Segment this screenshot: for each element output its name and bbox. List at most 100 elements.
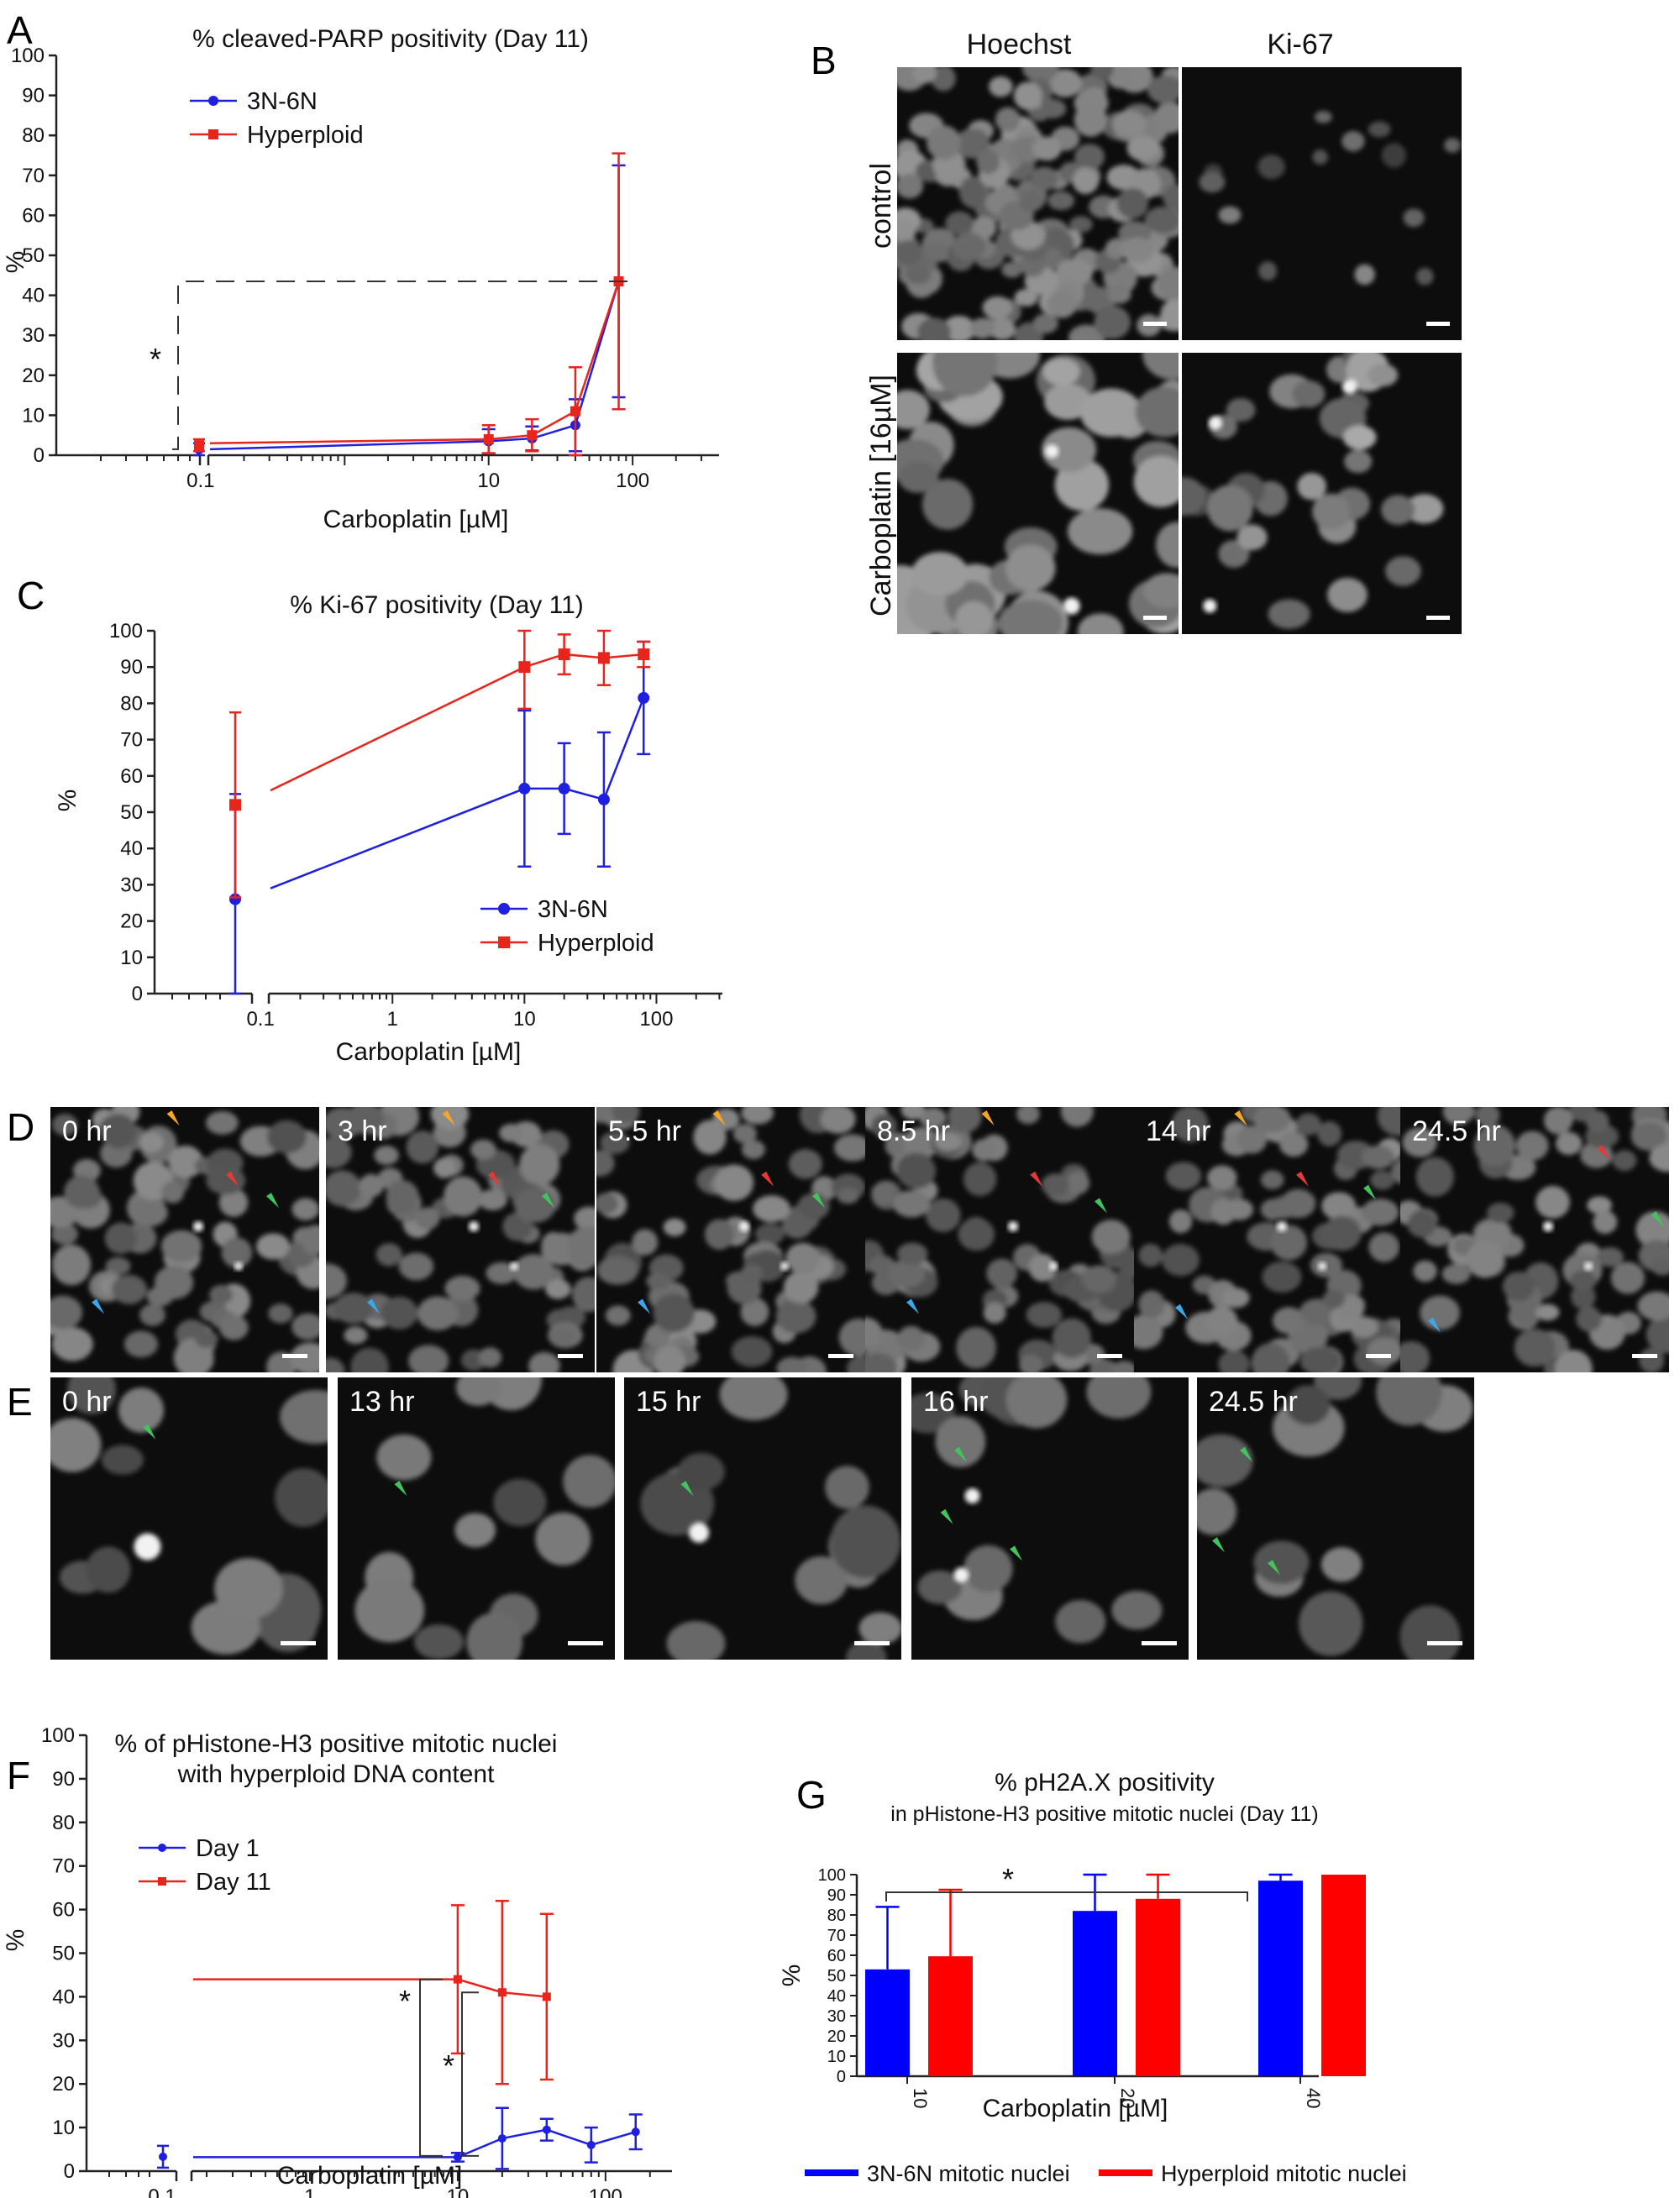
y-tick-label: 50 <box>52 1943 75 1965</box>
bright-spot <box>134 1533 161 1561</box>
x-tick-label: 1 <box>304 2185 315 2198</box>
nucleus <box>574 1206 595 1231</box>
scale-bar <box>828 1354 853 1358</box>
timelapse-e-frame: 0 hr <box>50 1377 328 1660</box>
nucleus <box>1111 1591 1163 1630</box>
arrowhead-marker <box>1296 1171 1309 1187</box>
nucleus <box>1199 171 1226 193</box>
nucleus <box>161 1181 185 1204</box>
nucleus <box>218 1314 249 1340</box>
nucleus <box>871 1114 897 1139</box>
nucleus <box>206 1166 246 1195</box>
bright-spot <box>953 1567 969 1583</box>
nucleus <box>1042 358 1080 386</box>
x-tick-label: 10 <box>513 1008 536 1031</box>
nucleus <box>1612 1150 1637 1172</box>
nucleus <box>1019 191 1044 212</box>
nucleus <box>214 1558 283 1619</box>
nucleus <box>1312 493 1350 530</box>
bright-spot <box>1543 1221 1553 1232</box>
nucleus <box>290 1342 319 1372</box>
scale-bar <box>1143 322 1167 326</box>
timelapse-d-frame: 5.5 hr <box>596 1107 865 1372</box>
nucleus <box>1090 67 1114 80</box>
arrowhead-marker <box>1240 1446 1252 1462</box>
nucleus <box>386 1180 419 1214</box>
nucleus <box>359 1173 384 1198</box>
nucleus <box>663 1218 686 1236</box>
x-tick-label: 100 <box>639 1008 673 1031</box>
chart-c-marks: 0 10 20 30 40 50 60 70 80 90 100 0.1 1 10 100 3N-6N Hype… <box>109 620 722 1031</box>
nucleus <box>1536 1304 1560 1321</box>
nucleus <box>741 1107 774 1125</box>
data-point <box>527 430 538 441</box>
nucleus <box>1069 216 1093 233</box>
nucleus <box>1475 1107 1500 1128</box>
nucleus <box>704 1219 734 1251</box>
nucleus <box>1515 1130 1549 1161</box>
nucleus <box>255 1233 291 1260</box>
nucleus <box>514 1188 556 1223</box>
nucleus <box>677 1452 725 1491</box>
panel-label-a: A <box>7 8 33 52</box>
arrowhead-marker <box>1597 1145 1610 1161</box>
nucleus <box>1327 577 1368 612</box>
chart-f-significance-2: * <box>443 2048 454 2083</box>
nucleus <box>1205 1306 1238 1337</box>
nucleus <box>1047 191 1075 211</box>
arrowhead-marker <box>226 1171 239 1187</box>
scale-bar <box>1427 1641 1462 1645</box>
nucleus <box>732 1123 757 1144</box>
nucleus <box>406 1130 439 1164</box>
bright-spot <box>780 1262 789 1271</box>
nucleus <box>1047 291 1077 318</box>
nucleus <box>1060 1107 1094 1127</box>
nucleus <box>1415 1157 1454 1197</box>
nucleus <box>1107 285 1131 304</box>
nucleus <box>897 1325 926 1351</box>
scale-bar <box>1426 322 1450 326</box>
nucleus <box>1556 1131 1583 1156</box>
nucleus <box>858 1612 901 1645</box>
nucleus <box>982 296 1013 319</box>
timepoint-label: 14 hr <box>1146 1115 1211 1147</box>
nucleus <box>104 1222 137 1255</box>
nucleus <box>545 1279 571 1299</box>
nucleus <box>1297 472 1327 501</box>
chart-c-ylabel: % <box>54 789 81 812</box>
nucleus <box>646 1272 670 1290</box>
nucleus <box>1086 1377 1152 1419</box>
nucleus <box>666 1621 726 1660</box>
chart-c-title: % Ki-67 positivity (Day 11) <box>290 591 584 619</box>
nucleus <box>788 1149 822 1179</box>
nucleus <box>989 76 1013 97</box>
scale-bar <box>282 1354 307 1358</box>
nucleus <box>1514 1329 1556 1367</box>
arrowhead-marker <box>761 1171 774 1187</box>
nucleus <box>1341 131 1365 152</box>
arrowhead-marker <box>1363 1184 1376 1200</box>
arrowhead-marker <box>442 1110 455 1126</box>
series-line <box>193 2128 637 2159</box>
nucleus <box>1585 1110 1609 1133</box>
legend-label: 3N-6N <box>538 896 608 923</box>
y-tick-label: 10 <box>827 2048 846 2066</box>
error-bar <box>875 1906 900 1970</box>
bar <box>865 1969 910 2076</box>
nucleus <box>1299 1346 1341 1372</box>
arrowhead-marker <box>1234 1110 1247 1126</box>
nucleus <box>1218 206 1242 224</box>
nucleus <box>897 461 939 493</box>
nucleus <box>600 1131 630 1154</box>
col-header-ki67: Ki-67 <box>1267 29 1333 60</box>
nucleus <box>51 1244 92 1286</box>
nucleus <box>535 1512 591 1566</box>
nucleus <box>903 1127 940 1160</box>
nucleus <box>776 1356 808 1372</box>
nucleus <box>1026 1302 1063 1328</box>
nucleus <box>291 1198 319 1221</box>
y-tick-label: 30 <box>827 2007 846 2026</box>
nucleus <box>1065 1171 1090 1195</box>
x-tick-label: 40 <box>1303 2088 1324 2108</box>
nucleus <box>301 1225 319 1255</box>
